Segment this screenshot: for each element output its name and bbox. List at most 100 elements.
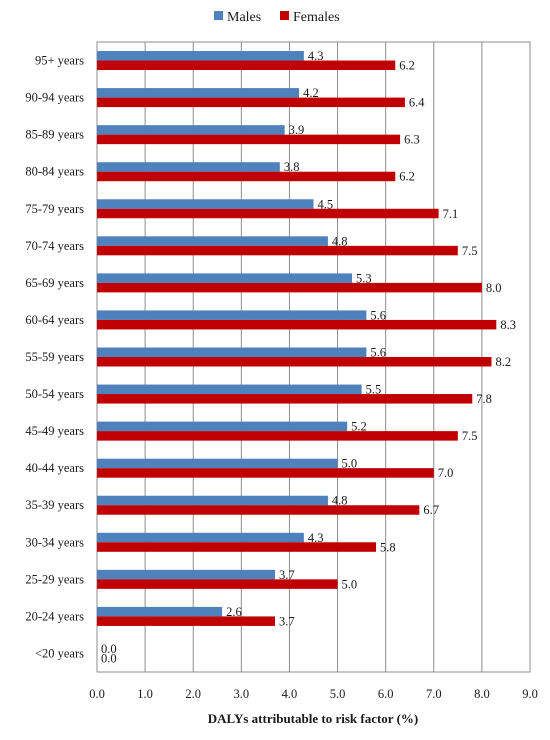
bar-females [97,468,434,478]
data-label-females: 7.8 [476,392,492,406]
bar-females [97,171,396,182]
category-label: 40-44 years [25,461,84,475]
category-label: 55-59 years [25,350,84,364]
data-label-females: 5.8 [380,540,396,554]
category-label: 30-34 years [25,535,84,549]
data-label-females: 8.0 [486,281,502,295]
bar-females [97,542,377,552]
bar-females [97,97,405,108]
x-tick-label: 7.0 [426,687,442,701]
data-label-males: 4.3 [308,49,324,63]
bar-males [97,199,314,209]
x-tick-label: 3.0 [234,687,250,701]
x-tick-label: 9.0 [522,687,538,701]
data-label-males: 5.6 [370,308,386,322]
data-label-females: 0.0 [101,651,117,665]
x-tick-label: 6.0 [378,687,394,701]
data-label-females: 6.3 [404,133,420,147]
bar-males [97,495,328,506]
data-labels: 4.3 6.2 4.2 6.4 3.9 6.3 3.8 6.2 4.5 7.1 4.8 7.5 5.3 8… [101,49,516,665]
bar-females [97,505,420,515]
data-label-males: 4.5 [318,197,334,211]
data-label-males: 5.6 [370,346,386,360]
category-label: 70-74 years [25,239,84,253]
bar-males [97,88,300,98]
data-label-males: 3.7 [279,568,295,582]
data-label-females: 8.3 [500,318,516,332]
data-label-females: 8.2 [496,355,512,369]
bar-females [97,579,338,589]
category-label: 45-49 years [25,424,84,438]
bar-males [97,569,276,580]
data-label-females: 3.7 [279,614,295,628]
data-label-males: 5.3 [356,271,372,285]
legend: Males Females [214,10,340,25]
data-label-females: 6.2 [399,59,415,73]
bar-females [97,134,401,145]
data-label-males: 4.8 [332,234,348,248]
bar-females [97,394,473,404]
legend-label-females: Females [293,10,340,25]
bar-females [97,431,458,441]
bar-females [97,208,439,219]
category-label: 90-94 years [25,91,84,105]
category-label: 50-54 years [25,387,84,401]
category-label: <20 years [35,646,84,660]
data-label-males: 5.0 [342,457,358,471]
bar-females [97,357,492,367]
bar-males [97,310,367,320]
data-label-males: 4.2 [303,86,319,100]
data-label-females: 7.1 [443,207,459,221]
data-label-females: 6.7 [423,503,439,517]
legend-label-males: Males [227,10,261,25]
category-label: 80-84 years [25,165,84,179]
bar-females [97,282,482,293]
data-label-males: 3.8 [284,160,300,174]
data-label-males: 4.3 [308,531,324,545]
x-tick-label: 1.0 [137,687,153,701]
data-label-males: 3.9 [289,123,305,137]
bar-males [97,458,338,469]
category-label: 35-39 years [25,498,84,512]
x-axis-title: DALYs attributable to risk factor (%) [208,711,419,726]
category-labels: 95+ years 90-94 years 85-89 years 80-84 yea… [25,54,84,661]
bars [97,51,497,626]
category-label: 75-79 years [25,202,84,216]
category-label: 60-64 years [25,313,84,327]
legend-swatch-females [280,11,289,20]
bar-males [97,51,304,61]
bar-females [97,616,276,626]
data-label-males: 5.5 [366,383,382,397]
data-label-females: 7.5 [462,429,478,443]
data-label-females: 6.4 [409,96,425,110]
data-label-males: 5.2 [351,420,367,434]
bar-males [97,532,304,543]
data-label-females: 7.0 [438,466,454,480]
data-label-females: 7.5 [462,244,478,258]
legend-swatch-males [214,11,223,20]
bar-males [97,125,285,135]
category-label: 65-69 years [25,276,84,290]
data-label-males: 4.8 [332,494,348,508]
data-label-females: 5.0 [342,577,358,591]
x-tick-label: 4.0 [282,687,298,701]
bar-females [97,60,396,71]
category-label: 85-89 years [25,128,84,142]
x-tick-label: 5.0 [330,687,346,701]
x-tick-label: 8.0 [474,687,490,701]
bar-males [97,384,362,395]
category-label: 25-29 years [25,572,84,586]
bar-males [97,273,352,283]
category-label: 20-24 years [25,609,84,623]
x-tick-label: 0.0 [89,687,105,701]
bar-females [97,319,497,330]
bar-males [97,236,328,246]
bar-males [97,347,367,357]
bar-males [97,162,280,172]
x-tick-labels: 0.0 1.0 2.0 3.0 4.0 5.0 6.0 7.0 8.0 9.0 [89,687,538,701]
bar-females [97,245,458,256]
data-label-males: 2.6 [226,605,242,619]
data-label-males: 0.0 [101,642,117,656]
data-label-females: 6.2 [399,170,415,184]
